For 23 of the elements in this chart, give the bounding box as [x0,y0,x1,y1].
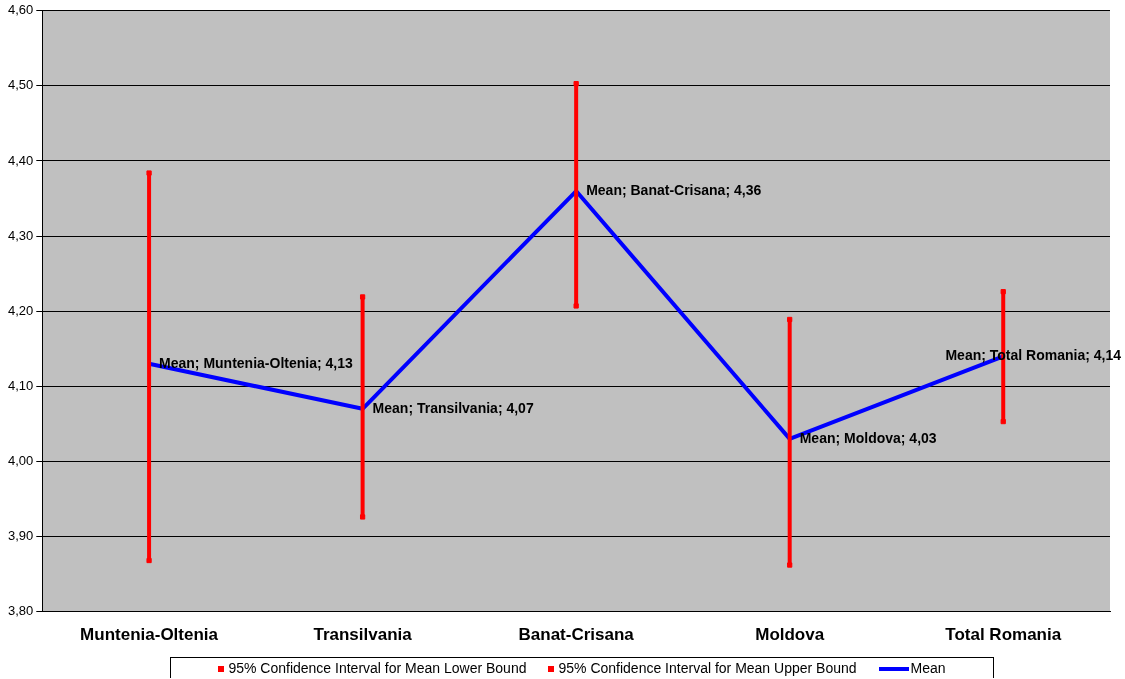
x-tick-label: Moldova [755,625,825,645]
x-tick-label: Total Romania [945,625,1062,645]
x-tick-label: Transilvania [313,625,413,645]
data-label: Mean; Transilvania; 4,07 [372,399,534,416]
point [573,303,579,309]
y-tick-label: 4,60 [7,2,34,18]
legend-label: Mean [909,660,946,676]
y-tick-label: 4,00 [7,452,34,468]
legend-label: 95% Confidence Interval for Mean Upper Bound [557,660,857,676]
y-tick-label: 4,40 [7,152,34,168]
x-tick-label: Muntenia-Oltenia [80,625,219,645]
point [146,170,152,176]
y-tick-label: 4,10 [7,377,34,393]
y-tick-label: 4,30 [7,227,34,243]
y-tick-label: 3,90 [7,528,34,544]
data-label: Mean; Moldova; 4,03 [799,429,937,446]
y-tick-label: 4,50 [7,77,34,93]
y-tick-label: 3,80 [7,603,34,619]
data-label: Mean; Banat-Crisana; 4,36 [586,181,762,198]
data-label: Mean; Muntenia-Oltenia; 4,13 [159,354,353,371]
y-tick-label: 4,20 [7,302,34,318]
x-tick-label: Banat-Crisana [518,625,635,645]
legend-label: 95% Confidence Interval for Mean Lower Bound [227,660,527,676]
